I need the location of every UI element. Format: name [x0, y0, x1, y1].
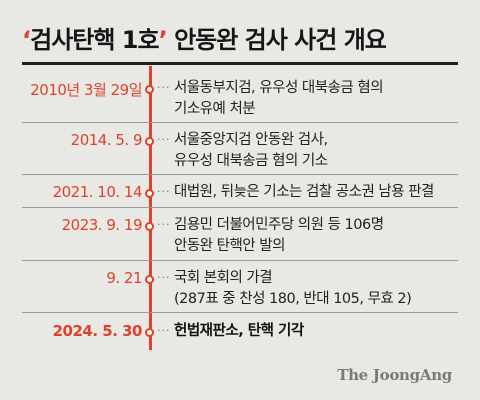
timeline-dot-icon: [145, 222, 154, 231]
title-quote-open: ‘: [22, 26, 31, 54]
timeline-desc: 서울중앙지검 안동완 검사, 유우성 대북송금 혐의 기소: [174, 130, 464, 172]
brand-logo: The JoongAng: [337, 366, 452, 384]
title-rest: 안동완 검사 사건 개요: [166, 26, 387, 54]
timeline-desc: 대법원, 뒤늦은 기소는 검찰 공소권 남용 판결: [174, 182, 464, 203]
timeline-desc: 김용민 더불어민주당 의원 등 106명 안동완 탄핵안 발의: [174, 215, 464, 257]
row-separator: [22, 207, 458, 208]
timeline-dot-icon: [145, 328, 154, 337]
timeline-date: 2010년 3월 29일: [30, 81, 142, 99]
timeline-desc-line: 서울중앙지검 안동완 검사,: [174, 132, 328, 148]
timeline-desc-line: 국회 본회의 가결: [174, 270, 273, 286]
timeline-date: 2014. 5. 9: [70, 131, 143, 149]
title-main: 검사탄핵 1호: [30, 26, 159, 54]
timeline-desc-line: 헌법재판소, 탄핵 기각: [174, 323, 304, 339]
page-title: ‘검사탄핵 1호’ 안동완 검사 사건 개요: [22, 20, 387, 55]
timeline-desc-line: 기소유예 처분: [174, 101, 256, 117]
timeline-date: 9. 21: [106, 269, 142, 287]
timeline-desc-line: 안동완 탄핵안 발의: [174, 238, 285, 254]
leader-dots-icon: ···: [157, 218, 171, 231]
leader-dots-icon: ···: [157, 324, 171, 337]
timeline-desc-line: 김용민 더불어민주당 의원 등 106명: [174, 217, 384, 233]
leader-dots-icon: ···: [157, 133, 171, 146]
timeline-desc: 국회 본회의 가결 (287표 중 찬성 180, 반대 105, 무효 2): [174, 268, 464, 310]
timeline-line: [149, 66, 152, 350]
leader-dots-icon: ···: [157, 271, 171, 284]
timeline-desc-line: (287표 중 찬성 180, 반대 105, 무효 2): [174, 291, 412, 307]
timeline-dot-icon: [145, 137, 154, 146]
row-separator: [22, 312, 458, 313]
timeline-desc-line: 서울동부지검, 유우성 대북송금 혐의: [174, 80, 384, 96]
timeline-desc: 서울동부지검, 유우성 대북송금 혐의 기소유예 처분: [174, 78, 464, 120]
row-separator: [22, 122, 458, 123]
timeline-dot-icon: [145, 275, 154, 284]
leader-dots-icon: ···: [157, 185, 171, 198]
timeline-date: 2021. 10. 14: [52, 183, 143, 201]
timeline-dot-icon: [145, 85, 154, 94]
timeline-desc-line: 유우성 대북송금 혐의 기소: [174, 153, 328, 169]
timeline-dot-icon: [145, 189, 154, 198]
row-separator: [22, 174, 458, 175]
row-separator: [22, 260, 458, 261]
timeline-date: 2024. 5. 30: [52, 322, 143, 340]
title-quote-close: ’: [158, 26, 168, 54]
timeline-date: 2023. 9. 19: [61, 216, 143, 234]
top-rule: [22, 62, 458, 65]
timeline-desc-line: 대법원, 뒤늦은 기소는 검찰 공소권 남용 판결: [174, 184, 434, 200]
leader-dots-icon: ···: [157, 81, 171, 94]
timeline-desc: 헌법재판소, 탄핵 기각: [174, 321, 464, 342]
